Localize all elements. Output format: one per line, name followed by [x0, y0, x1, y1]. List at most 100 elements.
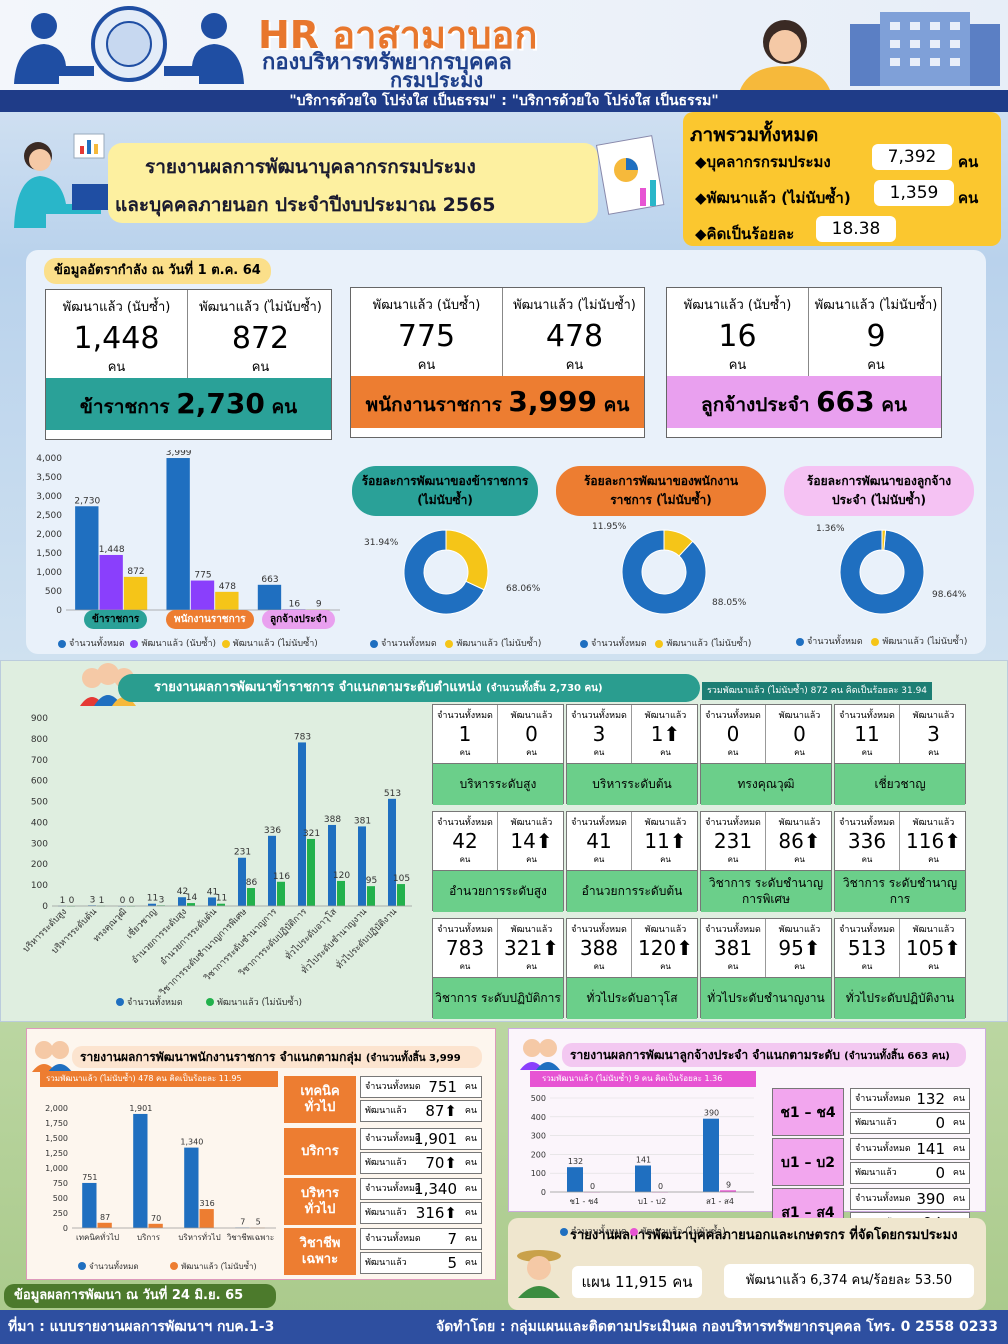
row-label: พัฒนาแล้ว	[365, 1106, 407, 1116]
civil-level-title: รายงานผลการพัฒนาข้าราชการ จำแนกตามระดับต…	[154, 680, 482, 695]
card-unit: คน	[417, 358, 436, 373]
bar	[367, 886, 375, 906]
position-card: จำนวนทั้งหมด 41 คน พัฒนาแล้ว 11⬆ คน อำนวยการ…	[566, 811, 698, 912]
card-value: 478	[545, 319, 604, 354]
group-dev-row: พัฒนาแล้ว 87⬆ คน	[360, 1100, 482, 1122]
y-tick-label: 1,500	[36, 549, 62, 559]
person-laptop-icon	[14, 133, 112, 228]
data-label: 321	[303, 829, 320, 839]
footer-source: ที่มา : แบบรายงานผลการพัฒนาฯ กบค.1-3	[8, 1319, 275, 1335]
row-label: พัฒนาแล้ว	[855, 1168, 897, 1178]
y-tick-label: 400	[531, 1113, 546, 1122]
pie-slice	[663, 529, 694, 557]
card-value: 16	[718, 319, 757, 354]
dev-value: 87⬆	[425, 1102, 457, 1120]
chart1-legend: จำนวนทั้งหมด พัฒนาแล้ว (นับซ้ำ) พัฒนาแล้…	[58, 636, 318, 650]
group-dev-row: พัฒนาแล้ว 70⬆ คน	[360, 1152, 482, 1174]
data-label: 16	[289, 599, 301, 609]
legend-total: จำนวนทั้งหมด	[807, 637, 863, 647]
unit: คน	[952, 1194, 965, 1204]
donut1-dev-pct: 31.94%	[364, 538, 399, 548]
footer-value: 3,999	[508, 385, 597, 418]
overview-developed-label: ◆พัฒนาแล้ว (ไม่นับซ้ำ)	[695, 189, 851, 207]
col-dev-label: พัฒนาแล้ว	[912, 711, 955, 721]
data-label: 116	[273, 872, 290, 882]
y-tick-label: 3,000	[36, 492, 62, 502]
y-tick-label: 0	[541, 1188, 546, 1197]
report-title-line2: และบุคคลภายนอก ประจำปีงบประมาณ 2565	[115, 194, 496, 216]
pie-slice	[621, 529, 707, 615]
footer-credit: จัดทำโดย : กลุ่มแผนและติดตามประเมินผล กอ…	[435, 1319, 998, 1335]
unit: คน	[526, 855, 537, 864]
data-label: 11	[147, 894, 158, 904]
dev-value: 316⬆	[415, 1204, 457, 1222]
total-value: 3	[592, 722, 606, 746]
govemp-heading: รายงานผลการพัฒนาพนักงานราชการ จำแนกตามกล…	[72, 1046, 482, 1088]
col-dev-label: พัฒนาแล้ว	[644, 711, 687, 721]
data-label: 336	[264, 826, 281, 836]
data-label: 105	[393, 874, 410, 884]
data-label: 0	[590, 1182, 595, 1191]
data-label: 381	[354, 816, 371, 826]
dev-value: 70⬆	[425, 1154, 457, 1172]
bar	[148, 1223, 163, 1228]
data-label: 0	[129, 896, 135, 906]
x-tick-label: เทคนิคทั่วไป	[76, 1231, 119, 1242]
bar	[257, 584, 282, 610]
y-tick-label: 600	[31, 777, 48, 787]
donut2-dev-pct: 11.95%	[592, 522, 627, 532]
y-tick-label: 500	[45, 587, 62, 597]
data-label: 9	[726, 1180, 731, 1189]
legend-total: จำนวนทั้งหมด	[69, 639, 125, 649]
govemp-title: รายงานผลการพัฒนาพนักงานราชการ จำแนกตามกล…	[80, 1050, 362, 1064]
group-label: บริการ	[284, 1128, 356, 1175]
unit: คน	[861, 962, 873, 971]
bar	[307, 838, 315, 906]
x-tick-label: ส1 - ส4	[706, 1197, 734, 1206]
unit: คน	[952, 1144, 965, 1154]
legend-label: พัฒนาแล้ว (ไม่นับซ้ำ)	[217, 995, 302, 1008]
y-tick-label: 0	[63, 1224, 68, 1233]
footer-label: ข้าราชการ	[79, 396, 170, 418]
group-total-row: จำนวนทั้งหมด 1,901 คน	[360, 1128, 482, 1150]
data-label: 42	[177, 887, 188, 897]
data-label: 132	[568, 1157, 583, 1166]
farmer-icon	[517, 1250, 561, 1298]
level-row: พัฒนาแล้ว 0 คน	[850, 1112, 970, 1134]
legend-dev-count: พัฒนาแล้ว (นับซ้ำ)	[141, 639, 217, 649]
data-label: 95	[366, 876, 377, 886]
legend-dev-unique: พัฒนาแล้ว (ไม่นับซ้ำ)	[882, 637, 968, 647]
data-label: 2,730	[74, 496, 100, 506]
civil-level-heading: รายงานผลการพัฒนาข้าราชการ จำแนกตามระดับต…	[118, 674, 700, 702]
total-value: 1,340	[414, 1180, 457, 1198]
y-tick-label: 1,750	[45, 1119, 68, 1128]
y-tick-label: 200	[31, 860, 48, 870]
col-dev-label: พัฒนาแล้ว	[644, 818, 687, 828]
dev-value: 116⬆	[906, 829, 961, 853]
bar	[635, 1165, 651, 1192]
unit: คน	[464, 1184, 477, 1194]
position-label: อำนวยการระดับสูง	[433, 870, 563, 912]
col-total-label: จำนวนทั้งหมด	[571, 818, 627, 828]
data-label: 1,340	[180, 1138, 203, 1147]
overview-developed-value: 1,359	[874, 180, 954, 206]
unit: คน	[526, 748, 537, 757]
position-label: ทั่วไประดับอาวุโส	[567, 977, 697, 1019]
dev-value: 1⬆	[650, 722, 681, 746]
y-tick-label: 0	[56, 606, 62, 616]
bar	[247, 888, 255, 906]
group-total-row: จำนวนทั้งหมด 7 คน	[360, 1228, 482, 1250]
dev-value: 86⬆	[778, 829, 821, 853]
row-label: พัฒนาแล้ว	[365, 1158, 407, 1168]
unit: คน	[459, 748, 471, 757]
col-dev-label: พัฒนาแล้ว	[510, 925, 553, 935]
position-card: จำนวนทั้งหมด 783 คน พัฒนาแล้ว 321⬆ คน วิชากา…	[432, 918, 564, 1019]
x-tick-label: บริการ	[137, 1233, 161, 1242]
x-tick-label: วิชาชีพเฉพาะ	[226, 1233, 274, 1242]
overview-developed-unit: คน	[958, 189, 979, 207]
govemp-donut-chart	[621, 529, 707, 615]
donut2-legend: จำนวนทั้งหมด พัฒนาแล้ว (ไม่นับซ้ำ)	[580, 636, 751, 650]
workforce-date-tag: ข้อมูลอัตรากำลัง ณ วันที่ 1 ต.ค. 64	[44, 258, 271, 284]
govemp-bar-chart: 0 250 500 750 1,000 1,250 1,500 1,750 2,000 751 87…	[45, 1104, 276, 1271]
card-unit: คน	[867, 358, 885, 373]
